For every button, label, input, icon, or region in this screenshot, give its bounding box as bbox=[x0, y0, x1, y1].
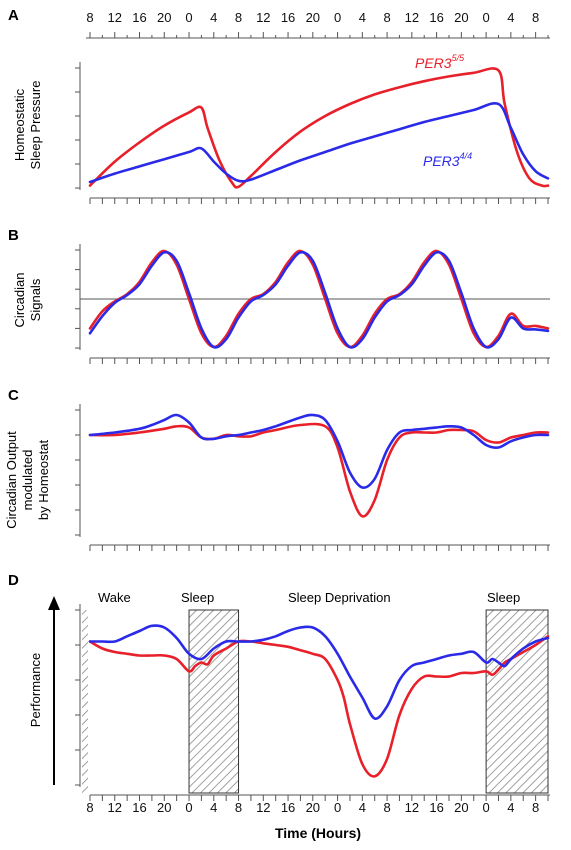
series-c-per3-4-4 bbox=[88, 413, 550, 489]
series-a-per3-5-5 bbox=[88, 67, 550, 189]
legend-per3-44: PER34/4 bbox=[423, 151, 472, 169]
top-axis-tick-label: 12 bbox=[108, 10, 122, 25]
ylabel-c: Circadian Output modulated by Homeostat bbox=[4, 431, 51, 529]
bottom-axis-tick-label: 0 bbox=[334, 800, 341, 815]
performance-arrow bbox=[48, 596, 60, 785]
top-axis-tick-label: 20 bbox=[157, 10, 171, 25]
bottom-axis-tick-label: 8 bbox=[235, 800, 242, 815]
series-d-per3-5-5 bbox=[88, 635, 550, 778]
ylabel-a-line1: Homeostatic bbox=[12, 88, 27, 161]
top-axis-tick-label: 12 bbox=[405, 10, 419, 25]
top-axis-tick-label: 12 bbox=[256, 10, 270, 25]
bottom-axis-tick-label: 12 bbox=[256, 800, 270, 815]
bottom-axis-tick-label: 20 bbox=[454, 800, 468, 815]
panel-letter-d: D bbox=[8, 572, 19, 589]
annotation-sleep-1: Sleep bbox=[181, 590, 214, 605]
series-d-per3-4-4 bbox=[88, 624, 550, 720]
bottom-axis-tick-label: 12 bbox=[108, 800, 122, 815]
sleep-shade-region bbox=[485, 609, 549, 794]
legend-per3-44-sup: 4/4 bbox=[460, 151, 473, 161]
sleep-shade-region-start bbox=[82, 610, 88, 793]
bottom-axis-tick-label: 16 bbox=[132, 800, 146, 815]
annotation-sleep-2: Sleep bbox=[487, 590, 520, 605]
sleep-shade-region bbox=[188, 609, 240, 794]
top-axis-tick-label: 0 bbox=[482, 10, 489, 25]
ylabel-d: Performance bbox=[28, 653, 43, 727]
bottom-axis-tick-label: 16 bbox=[429, 800, 443, 815]
top-axis-tick-label: 8 bbox=[86, 10, 93, 25]
top-axis-tick-label: 4 bbox=[210, 10, 217, 25]
bottom-axis-tick-label: 8 bbox=[383, 800, 390, 815]
bottom-axis-tick-label: 12 bbox=[405, 800, 419, 815]
bottom-axis-tick-label: 8 bbox=[532, 800, 539, 815]
annotation-sleep-deprivation: Sleep Deprivation bbox=[288, 590, 391, 605]
ylabel-a: Homeostatic Sleep Pressure bbox=[12, 81, 43, 170]
top-axis-tick-label: 20 bbox=[454, 10, 468, 25]
bottom-axis-tick-label: 16 bbox=[281, 800, 295, 815]
bottom-axis-tick-label: 4 bbox=[210, 800, 217, 815]
bottom-axis-tick-label: 20 bbox=[306, 800, 320, 815]
panel-letter-c: C bbox=[8, 387, 19, 404]
bottom-axis-tick-label: 8 bbox=[86, 800, 93, 815]
ylabel-d-line1: Performance bbox=[28, 653, 43, 727]
ylabel-b-line1: Circadian bbox=[12, 273, 27, 328]
top-axis-tick-label: 16 bbox=[132, 10, 146, 25]
bottom-axis-tick-label: 0 bbox=[482, 800, 489, 815]
series-a-per3-4-4 bbox=[88, 102, 550, 184]
panel-letter-a: A bbox=[8, 7, 19, 24]
top-axis-tick-label: 16 bbox=[429, 10, 443, 25]
top-axis-tick-label: 8 bbox=[383, 10, 390, 25]
top-axis-tick-label: 20 bbox=[306, 10, 320, 25]
ylabel-c-line1: Circadian Output bbox=[4, 431, 19, 529]
sleep-shaded-regions bbox=[82, 609, 549, 794]
bottom-axis-tick-label: 4 bbox=[507, 800, 514, 815]
ylabel-a-line2: Sleep Pressure bbox=[28, 81, 43, 170]
bottom-axis-tick-label: 20 bbox=[157, 800, 171, 815]
top-axis-tick-label: 8 bbox=[235, 10, 242, 25]
legend-per3-55-base: PER3 bbox=[415, 55, 452, 71]
annotation-wake: Wake bbox=[98, 590, 131, 605]
ylabel-b-line2: Signals bbox=[28, 278, 43, 321]
bottom-axis-tick-label: 0 bbox=[185, 800, 192, 815]
series-b-per3-4-4 bbox=[88, 250, 550, 349]
top-axis-tick-label: 8 bbox=[532, 10, 539, 25]
legend-per3-44-base: PER3 bbox=[423, 153, 460, 169]
x-axis-label: Time (Hours) bbox=[275, 825, 361, 841]
panel-letter-b: B bbox=[8, 227, 19, 244]
top-axis-tick-label: 0 bbox=[334, 10, 341, 25]
ylabel-c-line2: modulated bbox=[20, 450, 35, 511]
panel-b-frame bbox=[75, 244, 550, 364]
legend-per3-55-sup: 5/5 bbox=[452, 53, 466, 63]
panel-a-frame bbox=[75, 62, 550, 204]
bottom-axis-tick-label: 4 bbox=[359, 800, 366, 815]
top-axis-tick-label: 4 bbox=[359, 10, 366, 25]
series-layer bbox=[88, 67, 550, 778]
legend-per3-55: PER35/5 bbox=[415, 53, 465, 71]
panel-d-frame: 8 12 16 20 0 4 8 12 16 20 0 4 8 12 16 20 0 4 8 bbox=[75, 604, 550, 815]
top-axis-tick-label: 0 bbox=[185, 10, 192, 25]
top-axis-tick-label: 16 bbox=[281, 10, 295, 25]
series-c-per3-5-5 bbox=[88, 422, 550, 518]
ylabel-c-line3: by Homeostat bbox=[36, 440, 51, 521]
top-time-axis: 8 12 16 20 0 4 8 12 16 20 0 4 8 12 16 20 0 4 8 bbox=[86, 10, 550, 39]
ylabel-b: Circadian Signals bbox=[12, 273, 43, 328]
top-axis-tick-label: 4 bbox=[507, 10, 514, 25]
panel-c-frame bbox=[75, 404, 550, 551]
